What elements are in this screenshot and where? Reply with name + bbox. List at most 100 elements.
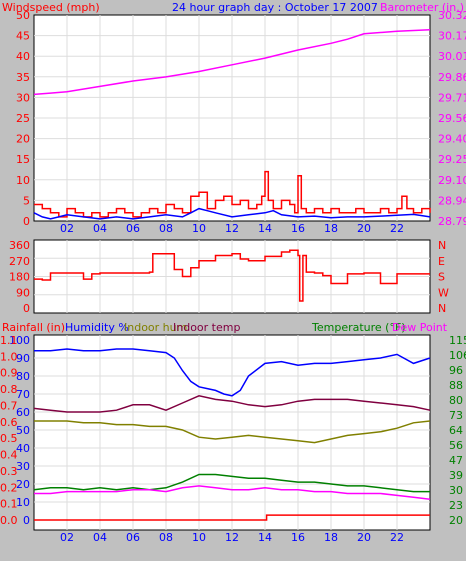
rainfall-tick-label: 0.1 [0,498,18,511]
barometer-tick-label: 29.40 [438,133,466,146]
x-tick-label: 16 [291,222,305,235]
windspeed-tick-label: 50 [16,9,30,22]
x-tick-label: 06 [126,222,140,235]
x-tick-label: 20 [357,222,371,235]
temperature-tick-label: 30 [449,484,463,497]
humidity-tick-label: 80 [16,370,30,383]
temperature-tick-label: 56 [449,439,463,452]
x-tick-label: 08 [159,222,173,235]
barometer-tick-label: 29.56 [438,112,466,125]
x-tick-label: 22 [390,531,404,544]
humidity-tick-label: 60 [16,406,30,419]
temperature-tick-label: 106 [449,349,466,362]
humidity-tick-label: 30 [16,460,30,473]
windspeed-tick-label: 25 [16,112,30,125]
direction-tick-label: 90 [16,286,30,299]
x-tick-label: 12 [225,222,239,235]
temperature-tick-label: 73 [449,409,463,422]
rainfall-tick-label: 0.2 [0,481,18,494]
barometer-tick-label: 30.01 [438,50,466,63]
windspeed-tick-label: 0 [23,215,30,228]
rainfall-tick-label: 0.5 [0,432,18,445]
x-tick-label: 14 [258,222,272,235]
humidity-tick-label: 0 [23,514,30,527]
series-line-dew-point [34,485,431,500]
rainfall-tick-label: 0.7 [0,399,18,412]
temperature-tick-label: 64 [449,424,463,437]
x-tick-label: 10 [192,222,206,235]
humidity-tick-label: 70 [16,388,30,401]
compass-tick-label: S [438,271,445,284]
indoor-hum-legend: Indoor hum [124,321,187,334]
humidity-tick-label: 90 [16,352,30,365]
windspeed-axis-title: Windspeed (mph) [2,1,100,14]
compass-tick-label: W [438,286,449,299]
compass-tick-label: N [438,302,446,315]
x-tick-label: 18 [324,531,338,544]
rainfall-tick-label: 0.8 [0,383,18,396]
windspeed-tick-label: 15 [16,153,30,166]
series-line-wind-direction [34,249,430,302]
humidity-tick-label: 10 [16,496,30,509]
direction-tick-label: 0 [23,302,30,315]
barometer-tick-label: 29.71 [438,91,466,104]
humidity-tick-label: 50 [16,424,30,437]
temperature-tick-label: 96 [449,364,463,377]
series-line-humidity- [34,348,431,397]
temperature-tick-label: 23 [449,499,463,512]
rainfall-tick-label: 1.0 [0,350,18,363]
windspeed-tick-label: 30 [16,91,30,104]
x-tick-label: 04 [93,531,107,544]
direction-tick-label: 270 [9,255,30,268]
x-tick-label: 12 [225,531,239,544]
barometer-tick-label: 29.86 [438,71,466,84]
barometer-axis-title: Barometer (in.) [380,1,464,14]
compass-tick-label: E [438,255,445,268]
x-tick-label: 04 [93,222,107,235]
temperature-tick-label: 80 [449,394,463,407]
windspeed-tick-label: 20 [16,133,30,146]
humidity-tick-label: 40 [16,442,30,455]
temperature-tick-label: 39 [449,469,463,482]
x-tick-label: 10 [192,531,206,544]
windspeed-tick-label: 35 [16,71,30,84]
rainfall-tick-label: 0.9 [0,367,18,380]
x-tick-label: 16 [291,531,305,544]
series-line-wind-gust [34,170,431,218]
barometer-tick-label: 28.79 [438,215,466,228]
barometer-tick-label: 30.17 [438,30,466,43]
direction-tick-label: 360 [9,239,30,252]
series-line-temperature-f- [33,473,430,493]
x-tick-label: 18 [324,222,338,235]
x-tick-label: 20 [357,531,371,544]
series-line-barometer-in- [33,29,431,96]
temperature-axis-title: Temperature (°F) [311,321,406,334]
graph-title: 24 hour graph day : October 17 2007 [172,1,378,14]
series-line-rainfall-in- [34,514,430,521]
compass-tick-label: N [438,239,446,252]
x-tick-label: 02 [60,531,74,544]
series-line-indoor-temp [33,395,431,413]
barometer-tick-label: 29.25 [438,153,466,166]
barometer-tick-label: 29.10 [438,174,466,187]
barometer-tick-label: 30.32 [438,9,466,22]
rainfall-tick-label: 1.1 [0,334,18,347]
temperature-tick-label: 47 [449,454,463,467]
dewpoint-legend: Dew Point [392,321,448,334]
windspeed-tick-label: 45 [16,30,30,43]
rainfall-tick-label: 0.6 [0,416,18,429]
windspeed-tick-label: 10 [16,174,30,187]
rainfall-tick-label: 0.4 [0,449,18,462]
temperature-tick-label: 115 [449,334,466,347]
x-tick-label: 08 [159,531,173,544]
humidity-tick-label: 100 [9,334,30,347]
windspeed-tick-label: 40 [16,50,30,63]
series-line-wind-average [33,207,431,220]
humidity-tick-label: 20 [16,478,30,491]
series-line-indoor-hum [34,420,431,444]
temperature-tick-label: 88 [449,379,463,392]
direction-tick-label: 180 [9,271,30,284]
x-tick-label: 06 [126,531,140,544]
rainfall-axis-title: Rainfall (in) [2,321,65,334]
